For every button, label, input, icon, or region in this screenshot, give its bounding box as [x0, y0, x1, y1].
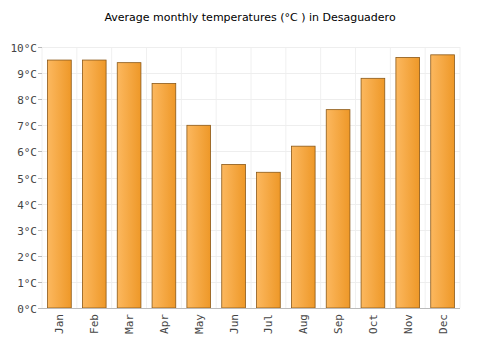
- bar: [396, 57, 420, 308]
- x-tick-label: Oct: [367, 314, 380, 334]
- bar: [431, 55, 455, 308]
- y-tick-label: 10°C: [11, 42, 38, 55]
- x-tick-label: Jul: [262, 314, 275, 334]
- y-tick: [38, 204, 42, 205]
- chart-container: Average monthly temperatures (°C ) in De…: [0, 0, 500, 350]
- grid-line-x: [76, 47, 77, 308]
- x-tick-label: Aug: [297, 314, 310, 334]
- grid-line-x: [181, 47, 182, 308]
- grid-line-x: [42, 47, 43, 308]
- y-tick: [38, 73, 42, 74]
- y-tick: [38, 151, 42, 152]
- y-tick-label: 7°C: [17, 120, 37, 133]
- y-tick-label: 0°C: [17, 303, 37, 316]
- y-tick: [38, 282, 42, 283]
- grid-line-x: [460, 47, 461, 308]
- grid-line-x: [285, 47, 286, 308]
- bar: [48, 60, 72, 308]
- grid-line-x: [111, 47, 112, 308]
- grid: [42, 47, 460, 309]
- bar: [361, 78, 385, 308]
- grid-line-x: [355, 47, 356, 308]
- x-tick-label: Jan: [53, 314, 66, 334]
- x-tick-label: Sep: [332, 314, 345, 334]
- grid-line-x: [146, 47, 147, 308]
- y-tick-label: 8°C: [17, 94, 37, 107]
- grid-line-x: [425, 47, 426, 308]
- grid-line-x: [251, 47, 252, 308]
- grid-line-x: [216, 47, 217, 308]
- bar: [187, 125, 211, 308]
- bar: [152, 84, 176, 308]
- bar: [291, 146, 315, 308]
- grid-line-x: [390, 47, 391, 308]
- y-tick: [38, 256, 42, 257]
- grid-line-x: [320, 47, 321, 308]
- y-tick: [38, 99, 42, 100]
- y-tick-label: 4°C: [17, 199, 37, 212]
- y-tick: [38, 308, 42, 309]
- y-tick: [38, 178, 42, 179]
- x-tick-label: Jun: [228, 314, 241, 334]
- y-tick-label: 2°C: [17, 251, 37, 264]
- x-tick-label: Nov: [402, 314, 415, 334]
- bar: [222, 164, 246, 308]
- y-tick: [38, 125, 42, 126]
- y-tick-label: 1°C: [17, 277, 37, 290]
- x-axis: [42, 308, 460, 309]
- x-tick-label: Mar: [123, 314, 136, 334]
- y-tick: [38, 230, 42, 231]
- x-tick-label: May: [193, 314, 206, 334]
- bar: [257, 172, 281, 308]
- grid-line-y: [42, 308, 460, 309]
- bar: [82, 60, 106, 308]
- bar: [326, 110, 350, 308]
- y-tick-label: 5°C: [17, 173, 37, 186]
- y-tick-label: 3°C: [17, 225, 37, 238]
- grid-line-y: [42, 47, 460, 48]
- y-tick-label: 6°C: [17, 146, 37, 159]
- x-tick-label: Apr: [158, 314, 171, 334]
- y-tick-label: 9°C: [17, 68, 37, 81]
- y-tick: [38, 47, 42, 48]
- x-tick-label: Feb: [88, 314, 101, 334]
- bar: [117, 63, 141, 308]
- x-tick-label: Dec: [437, 314, 450, 334]
- chart-svg: Average monthly temperatures (°C ) in De…: [0, 0, 500, 350]
- bars: [48, 55, 455, 308]
- title: Average monthly temperatures (°C ) in De…: [104, 11, 396, 24]
